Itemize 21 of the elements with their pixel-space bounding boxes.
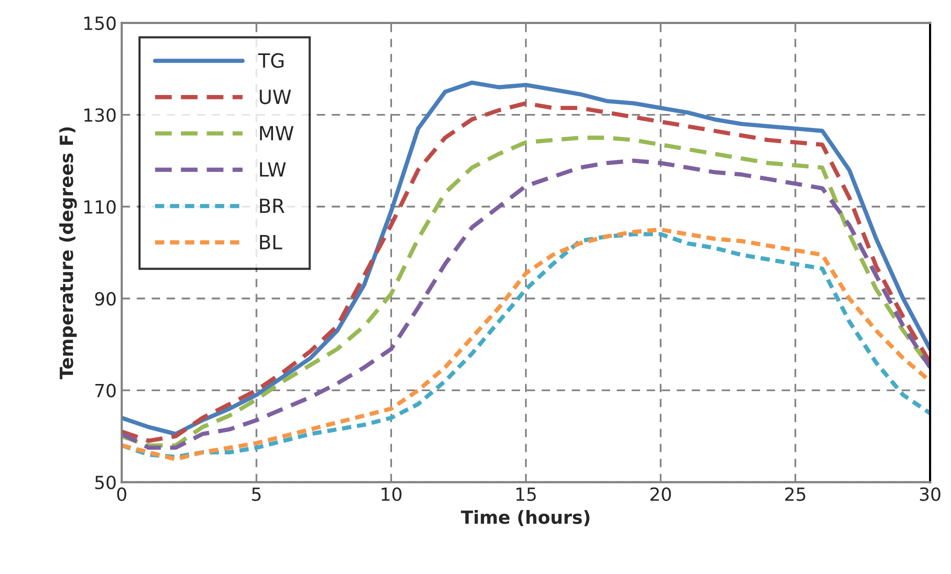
x-tick-label: 0 [117,487,126,501]
y-tick-label: 50 [95,476,116,490]
y-tick-label: 70 [95,384,116,398]
y-tick-label: 150 [84,16,116,30]
y-axis-title: Temperature (degrees F) [59,127,77,380]
legend-label: BR [260,198,284,213]
x-tick-label: 20 [650,487,671,501]
legend-label: UW [260,90,291,104]
x-tick-label: 25 [785,487,806,501]
y-tick-label: 110 [84,200,116,214]
legend-label: TG [258,53,284,68]
x-tick-label: 10 [382,487,402,501]
legend-label: BL [260,235,282,250]
x-tick-label: 30 [920,487,940,501]
legend-label: LW [260,162,286,177]
x-tick-label: 5 [252,488,261,501]
legend-label: MW [260,126,294,140]
x-tick-label: 15 [516,488,536,501]
y-tick-label: 90 [95,292,116,306]
x-axis-title: Time (hours) [460,510,590,526]
y-tick-label: 130 [84,108,116,122]
